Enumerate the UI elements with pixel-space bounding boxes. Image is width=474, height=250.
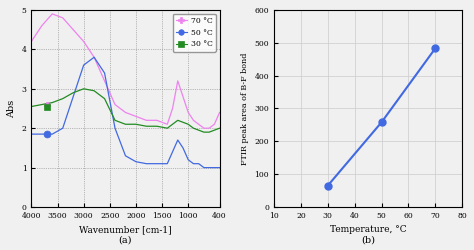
Legend: 70 °C, 50 °C, 30 °C: 70 °C, 50 °C, 30 °C — [173, 14, 216, 52]
Y-axis label: FTIR peak area of B-F bond: FTIR peak area of B-F bond — [241, 52, 249, 165]
Title: (b): (b) — [361, 235, 375, 244]
Title: (a): (a) — [118, 235, 132, 244]
X-axis label: Wavenumber [cm-1]: Wavenumber [cm-1] — [79, 226, 172, 234]
X-axis label: Temperature, °C: Temperature, °C — [330, 226, 406, 234]
Y-axis label: Abs: Abs — [7, 99, 16, 117]
